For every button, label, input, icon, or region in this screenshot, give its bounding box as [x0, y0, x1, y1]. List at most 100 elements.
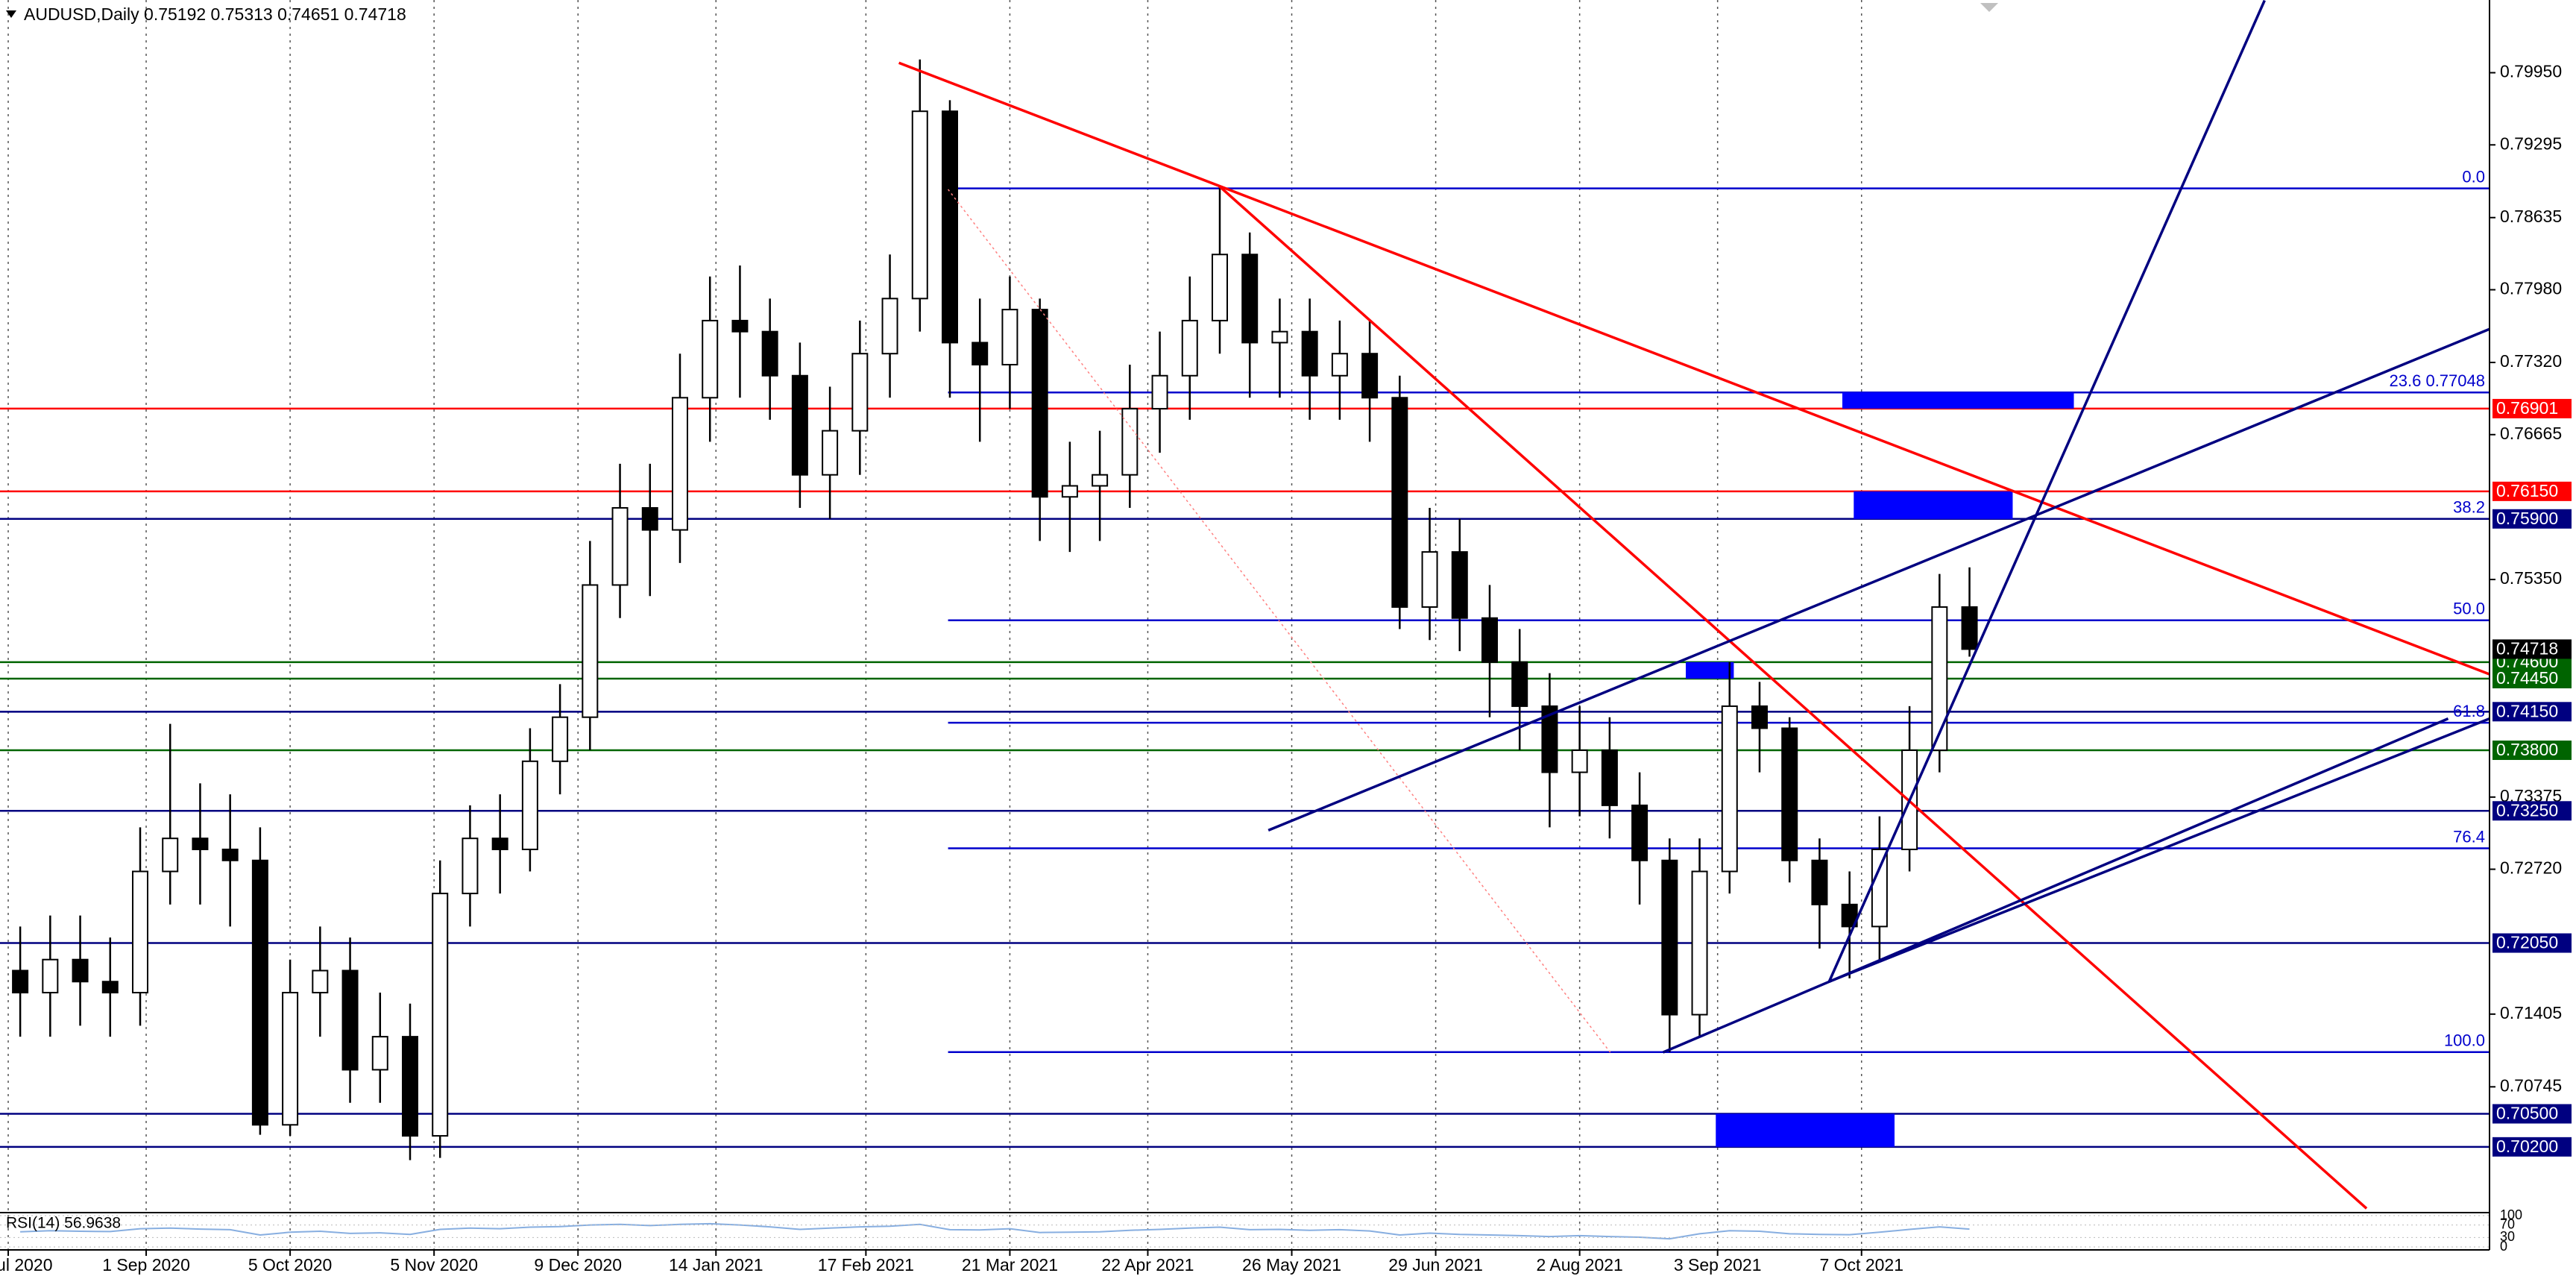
level-label: 0.70500: [2496, 1104, 2558, 1123]
candle-body: [1181, 319, 1198, 377]
fib-label: 23.6 0.77048: [2390, 371, 2485, 390]
bid-label: 0.74718: [2496, 638, 2558, 658]
candle-body: [162, 837, 179, 873]
rsi-tick-label: 0: [2500, 1239, 2507, 1254]
candle-body: [312, 969, 329, 994]
trendline: [1662, 717, 2449, 1054]
bid-box: [2492, 639, 2572, 659]
candle-body: [1271, 330, 1288, 344]
rsi-label: RSI(14) 56.9638: [6, 1215, 121, 1232]
level-box: [2492, 933, 2572, 953]
candle-body: [1811, 859, 1828, 905]
level-label: 0.75900: [2496, 509, 2558, 528]
candle-body: [1871, 848, 1888, 928]
x-tick-label: 26 May 2021: [1242, 1255, 1341, 1275]
candle-body: [641, 507, 658, 531]
candle-body: [671, 397, 688, 531]
y-tick-label: 0.78635: [2500, 207, 2562, 226]
level-label: 0.76901: [2496, 398, 2558, 418]
main-panel: [0, 0, 2490, 1210]
candle-body: [1721, 705, 1738, 873]
candle-body: [1031, 309, 1048, 498]
trendline: [1267, 327, 2490, 832]
candle-body: [72, 958, 89, 983]
candle-body: [1481, 617, 1498, 663]
candle-body: [1631, 804, 1648, 861]
candle-body: [1211, 254, 1228, 321]
x-tick-label: 14 Jan 2021: [669, 1255, 763, 1275]
fib-label: 0.0: [2462, 167, 2485, 186]
x-tick-label: 29 Jun 2021: [1388, 1255, 1483, 1275]
level-box: [2492, 398, 2572, 418]
zone: [1686, 661, 1734, 679]
level-box: [2492, 481, 2572, 501]
candle-body: [401, 1036, 418, 1137]
grid-layer: [7, 0, 1862, 1250]
candle-body: [1571, 749, 1588, 773]
trendline: [1827, 0, 2266, 982]
zone: [1854, 491, 2013, 519]
rsi-tick-label: 70: [2500, 1216, 2515, 1231]
candle-body: [881, 298, 898, 355]
x-tick-label: 7 Oct 2021: [1819, 1255, 1903, 1275]
candle-body: [1601, 749, 1618, 806]
fib-label: 50.0: [2453, 600, 2485, 618]
candle-body: [282, 992, 299, 1126]
candle-body: [491, 837, 508, 850]
y-tick-label: 0.76665: [2500, 424, 2562, 443]
candle-body: [761, 330, 778, 377]
candle-body: [552, 716, 569, 762]
candle-body: [341, 969, 359, 1071]
fib-label: 61.8: [2453, 702, 2485, 720]
x-tick-label: 17 Feb 2021: [818, 1255, 914, 1275]
candle-body: [911, 110, 928, 300]
fib-label: 38.2: [2453, 498, 2485, 517]
y-tick-label: 0.71405: [2500, 1003, 2562, 1022]
level-label: 0.72050: [2496, 933, 2558, 952]
candle-body: [582, 584, 599, 718]
candle-body: [1391, 397, 1408, 608]
candle-body: [1541, 705, 1558, 773]
candle-body: [12, 969, 29, 994]
candle-body: [971, 342, 989, 365]
candle-body: [731, 319, 749, 333]
candle-body: [221, 848, 239, 861]
rsi-line: [20, 1222, 1970, 1240]
rsi-tick-label: 100: [2500, 1207, 2522, 1222]
candle-body: [611, 507, 629, 586]
candle-body: [1451, 551, 1468, 619]
candle-body: [1001, 309, 1018, 365]
candle-body: [1241, 254, 1259, 344]
level-box: [2492, 1137, 2572, 1157]
candle-body: [791, 374, 808, 476]
candle-body: [1691, 870, 1708, 1016]
candle-body: [1151, 374, 1168, 410]
level-box: [2492, 1104, 2572, 1124]
candle-body: [1511, 661, 1528, 707]
candle-body: [371, 1036, 388, 1071]
candle-body: [131, 870, 148, 994]
level-label: 0.74450: [2496, 668, 2558, 688]
y-tick-label: 0.79295: [2500, 133, 2562, 153]
level-label: 0.76150: [2496, 481, 2558, 500]
zone: [1716, 1113, 1895, 1147]
candle-body: [1331, 353, 1348, 377]
candle-body: [822, 430, 839, 476]
y-tick-label: 0.79950: [2500, 62, 2562, 81]
candle-body: [1421, 551, 1438, 608]
candle-body: [1781, 727, 1798, 861]
y-tick-label: 0.77980: [2500, 279, 2562, 298]
rsi-panel: [0, 1215, 2490, 1248]
trendline: [1828, 717, 2490, 983]
candle-body: [1751, 705, 1768, 729]
level-label: 0.70200: [2496, 1137, 2558, 1156]
candle-body: [101, 981, 119, 994]
zone: [1842, 392, 2074, 409]
candle-body: [42, 958, 59, 994]
candle-body: [1661, 859, 1678, 1016]
candle-body: [1961, 606, 1978, 650]
candle-body: [941, 110, 958, 344]
x-tick-label: 9 Dec 2020: [534, 1255, 622, 1275]
trendline: [898, 61, 2490, 676]
fib-label: 100.0: [2444, 1031, 2485, 1050]
